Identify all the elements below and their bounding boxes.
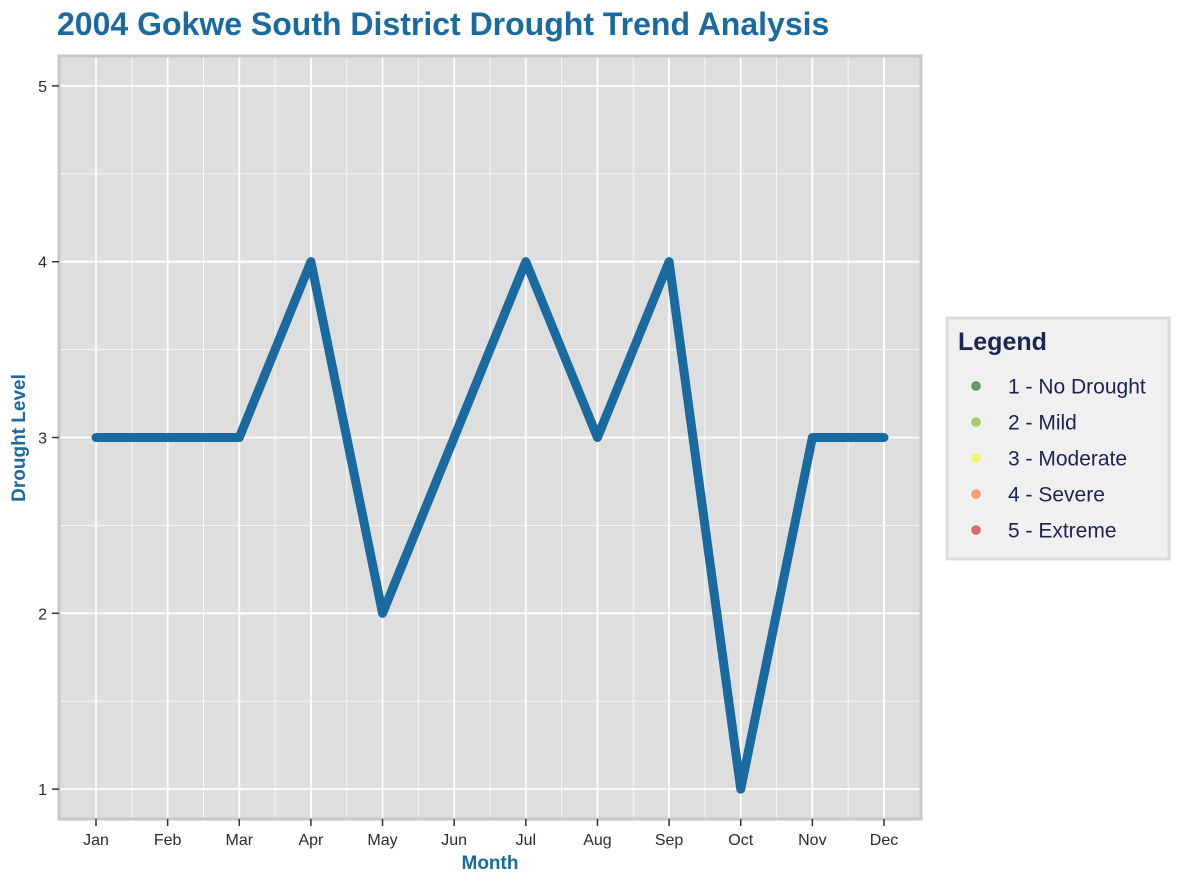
x-tick-label: Jul <box>516 832 536 849</box>
data-point <box>738 787 743 792</box>
legend-key-dot <box>971 525 981 535</box>
legend-key-dot <box>971 489 981 499</box>
data-point <box>94 435 98 440</box>
data-point <box>882 435 886 440</box>
x-tick-label: Sep <box>655 832 684 849</box>
data-point <box>810 435 815 440</box>
data-point <box>237 435 242 440</box>
x-tick-label: Jan <box>83 832 109 849</box>
data-point <box>380 611 385 616</box>
legend: Legend 1 - No Drought 2 - Mild 3 - Moderat… <box>945 316 1171 561</box>
legend-key-dot <box>971 453 981 463</box>
x-tick-label: Apr <box>298 832 324 849</box>
legend-title: Legend <box>958 328 1047 356</box>
y-tick-label: 2 <box>38 606 47 623</box>
x-axis-title: Month <box>462 853 519 874</box>
y-tick-label: 4 <box>38 255 47 272</box>
legend-key-dot <box>971 381 981 391</box>
x-tick-label: Dec <box>870 832 898 849</box>
legend-item-label: 2 - Mild <box>1008 412 1077 435</box>
data-point <box>308 259 313 264</box>
x-tick-label: Aug <box>583 832 611 849</box>
legend-box <box>945 316 1171 561</box>
legend-item-label: 5 - Extreme <box>1008 520 1117 543</box>
data-point <box>452 435 457 440</box>
legend-item-label: 3 - Moderate <box>1008 448 1127 471</box>
data-point <box>523 259 528 264</box>
x-tick-label: Oct <box>728 832 753 849</box>
series-line <box>91 257 889 794</box>
data-point <box>595 435 600 440</box>
data-point <box>667 259 672 264</box>
y-axis-title: Drought Level <box>9 374 30 502</box>
legend-item-label: 1 - No Drought <box>1008 376 1146 399</box>
x-tick-label: Nov <box>798 832 826 849</box>
x-tick-label: Jun <box>441 832 467 849</box>
major-gridlines <box>59 56 921 819</box>
x-axis: Jan Feb Mar Apr May Jun Jul Aug Sep Oct Nov Dec <box>83 819 898 849</box>
x-tick-label: Mar <box>225 832 253 849</box>
x-tick-label: May <box>367 832 397 849</box>
legend-items: 1 - No Drought 2 - Mild 3 - Moderate 4 - Se… <box>971 376 1146 543</box>
y-tick-label: 5 <box>38 79 47 96</box>
y-axis: 1 2 3 4 5 <box>38 79 59 799</box>
chart-title: 2004 Gokwe South District Drought Trend … <box>57 6 829 42</box>
data-point <box>165 435 170 440</box>
y-tick-label: 1 <box>38 782 47 799</box>
y-tick-label: 3 <box>38 431 47 448</box>
legend-item-label: 4 - Severe <box>1008 484 1105 507</box>
series-layer <box>91 257 889 794</box>
legend-key-dot <box>971 417 981 427</box>
x-tick-label: Feb <box>154 832 182 849</box>
